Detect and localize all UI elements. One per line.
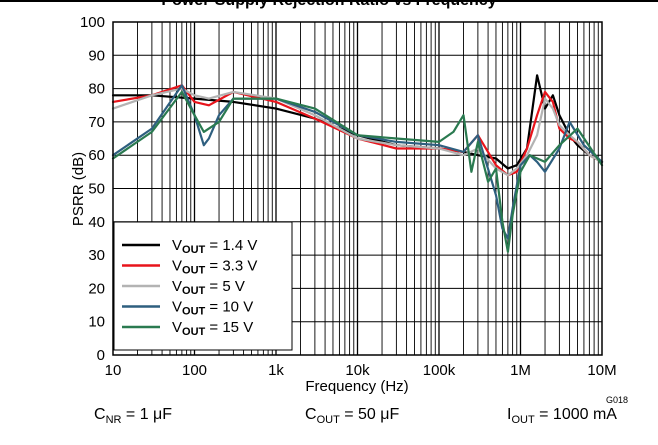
x-tick-label: 10M xyxy=(587,362,616,379)
y-tick-label: 60 xyxy=(88,147,105,164)
condition-cnr-main: C xyxy=(94,406,106,423)
y-tick-label: 0 xyxy=(97,347,105,364)
y-tick-label: 20 xyxy=(88,280,105,297)
title-rule xyxy=(0,0,658,2)
condition-cnr-sub: NR xyxy=(105,414,122,427)
series-line-4 xyxy=(111,84,604,240)
series-line-1 xyxy=(111,74,604,170)
legend-label: VOUT = 3.3 V xyxy=(172,258,257,277)
condition-iout-main: I xyxy=(507,406,512,423)
y-tick-label: 10 xyxy=(88,314,105,331)
x-axis-label: Frequency (Hz) xyxy=(305,378,408,395)
x-tick-label: 1M xyxy=(510,362,531,379)
legend-label: VOUT = 5 V xyxy=(172,278,245,297)
legend-label: VOUT = 1.4 V xyxy=(172,237,257,256)
condition-iout-sub: OUT xyxy=(511,414,535,427)
condition-cout-main: C xyxy=(305,406,317,423)
axis-labels: 10 100 1k 10k 100k 1M 10M010203040506070809010… xyxy=(80,14,617,379)
y-tick-label: 90 xyxy=(88,47,105,64)
y-tick-label: 100 xyxy=(80,14,105,31)
legend-label: VOUT = 10 V xyxy=(172,299,253,318)
condition-iout: IOUT = 1000 mA xyxy=(507,406,617,426)
title-strip: Power-Supply Rejection Ratio vs Frequenc… xyxy=(0,0,658,14)
x-tick-label: 10k xyxy=(345,362,370,379)
series-line-5 xyxy=(111,90,604,253)
y-axis-label: PSRR (dB) xyxy=(70,152,87,226)
y-tick-label: 40 xyxy=(88,214,105,231)
x-tick-label: 100 xyxy=(182,362,207,379)
condition-cnr: CNR = 1 μF xyxy=(94,406,172,426)
plot-series xyxy=(111,74,604,253)
condition-cout-sub: OUT xyxy=(316,414,340,427)
condition-iout-rest: = 1000 mA xyxy=(534,406,617,423)
x-tick-label: 1k xyxy=(268,362,284,379)
series-line-3 xyxy=(111,87,604,177)
condition-cout: COUT = 50 μF xyxy=(305,406,399,426)
condition-cnr-rest: = 1 μF xyxy=(121,406,173,423)
y-tick-label: 80 xyxy=(88,81,105,98)
y-tick-label: 70 xyxy=(88,114,105,131)
y-tick-label: 30 xyxy=(88,247,105,264)
figure-id: G018 xyxy=(606,395,628,405)
chart-title: Power-Supply Rejection Ratio vs Frequenc… xyxy=(161,0,497,9)
y-tick-label: 50 xyxy=(88,181,105,198)
condition-cout-rest: = 50 μF xyxy=(339,406,400,423)
x-tick-label: 10 xyxy=(105,362,122,379)
legend-label: VOUT = 15 V xyxy=(172,319,253,338)
plot-frame xyxy=(112,21,603,356)
x-tick-label: 100k xyxy=(423,362,456,379)
